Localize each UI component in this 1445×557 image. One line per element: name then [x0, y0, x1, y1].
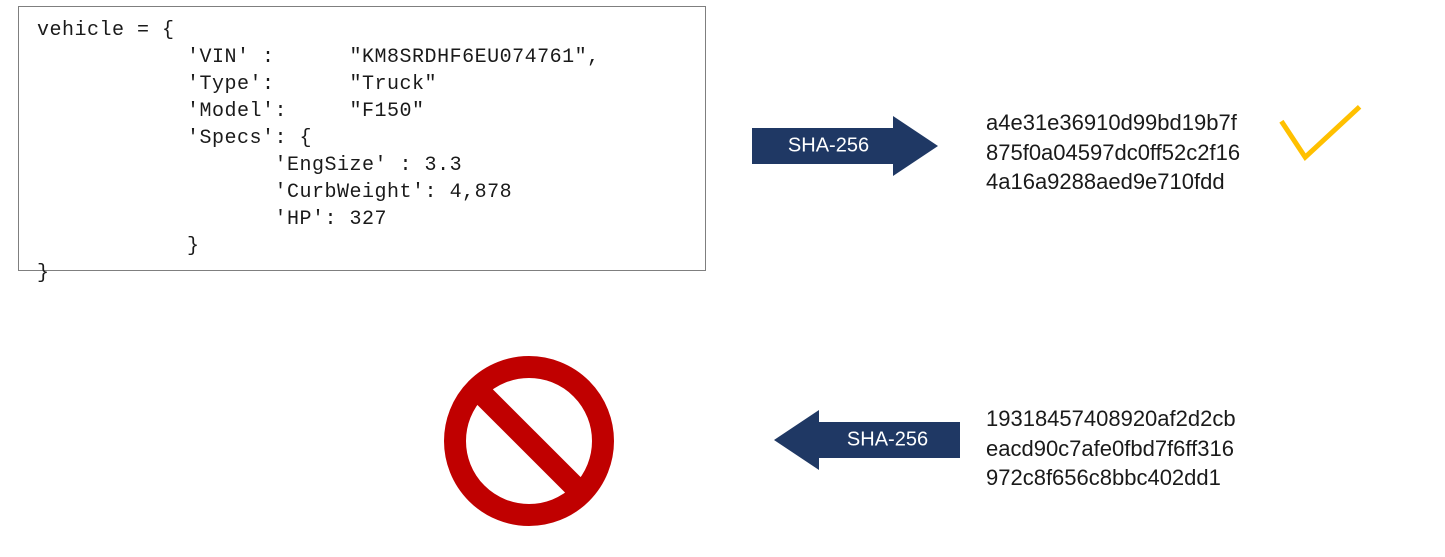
- checkmark-icon: [1278, 102, 1363, 167]
- hash-line: 972c8f656c8bbc402dd1: [986, 463, 1236, 493]
- arrow-right-sha256: SHA-256: [752, 116, 938, 176]
- hash-line: 4a16a9288aed9e710fdd: [986, 167, 1240, 197]
- arrow-left-sha256: SHA-256: [774, 410, 960, 470]
- prohibit-svg: [444, 356, 614, 526]
- code-block: vehicle = { 'VIN' : "KM8SRDHF6EU074761",…: [18, 6, 706, 271]
- hash-line: eacd90c7afe0fbd7f6ff316: [986, 434, 1236, 464]
- hash-output-2: 19318457408920af2d2cbeacd90c7afe0fbd7f6f…: [986, 404, 1236, 493]
- arrow-right-label: SHA-256: [788, 135, 869, 158]
- hash-output-1: a4e31e36910d99bd19b7f875f0a04597dc0ff52c…: [986, 108, 1240, 197]
- hash-line: a4e31e36910d99bd19b7f: [986, 108, 1240, 138]
- hash-line: 19318457408920af2d2cb: [986, 404, 1236, 434]
- checkmark-svg: [1278, 102, 1363, 162]
- hash-line: 875f0a04597dc0ff52c2f16: [986, 138, 1240, 168]
- arrow-left-label: SHA-256: [847, 429, 928, 452]
- prohibit-icon: [444, 356, 614, 531]
